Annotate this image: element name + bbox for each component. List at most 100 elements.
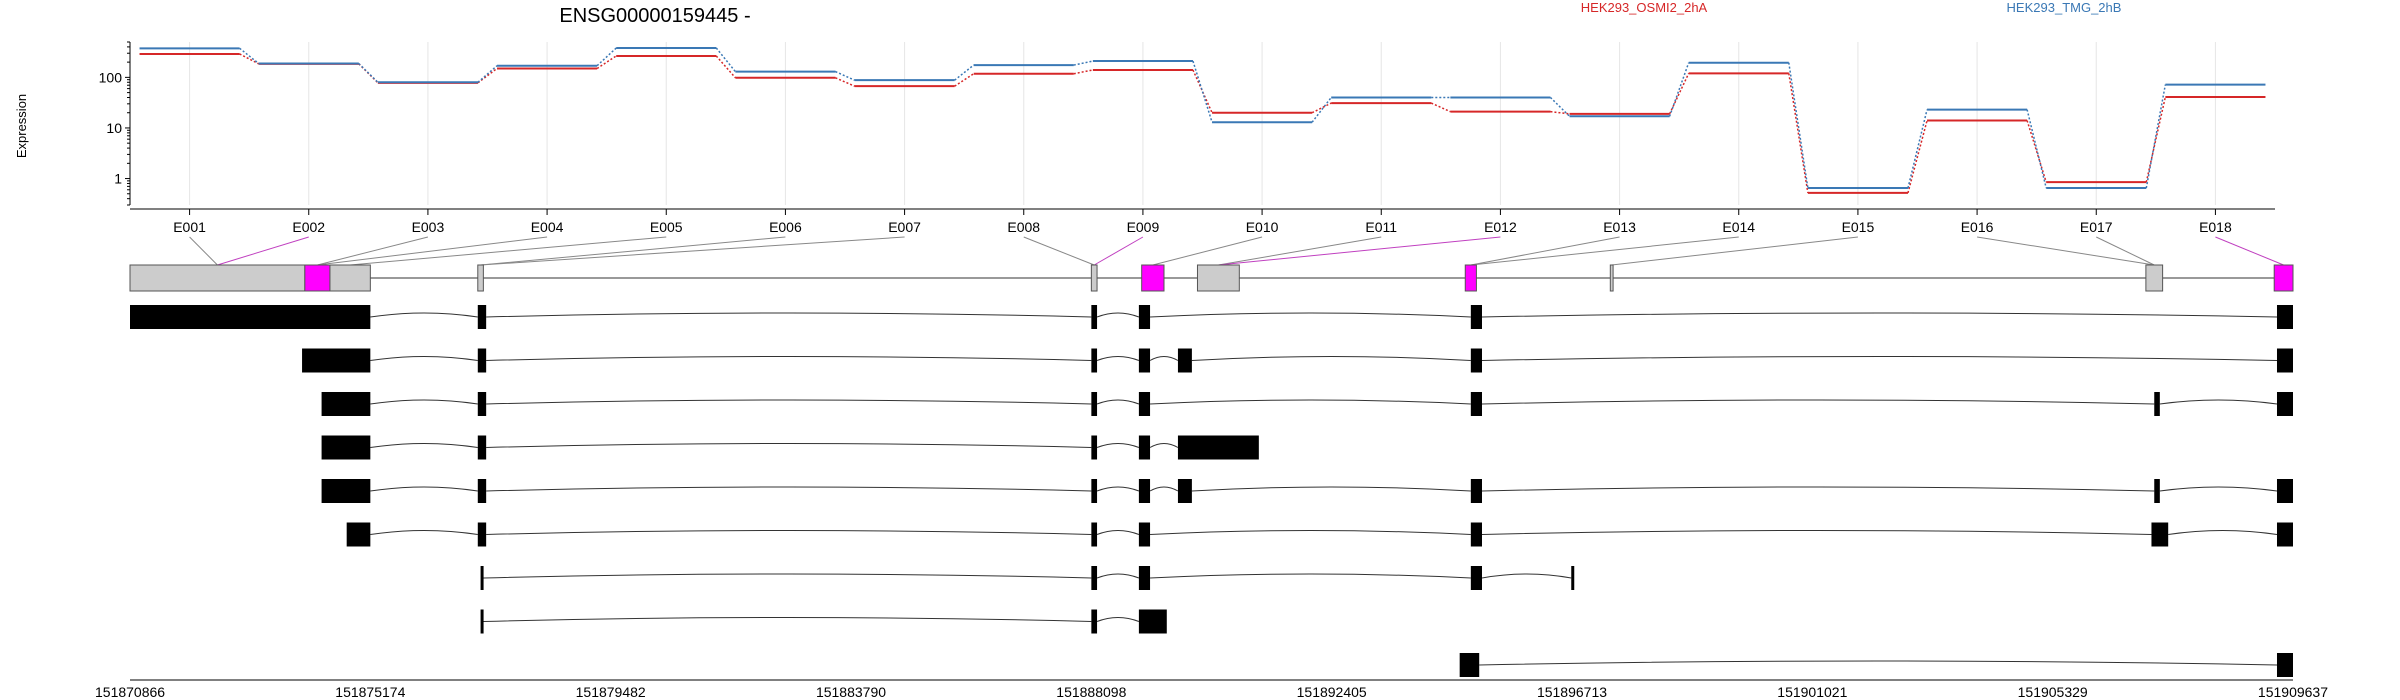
transcript-exon <box>321 392 371 416</box>
transcript-exon <box>130 305 371 329</box>
exon-label: E015 <box>1842 219 1875 235</box>
coordinate-tick-label: 151875174 <box>335 684 405 700</box>
transcript-exon <box>477 479 487 503</box>
exon-connector <box>317 236 548 266</box>
transcript-exon <box>2154 479 2160 503</box>
series-transition <box>1192 60 1213 123</box>
transcript-exon <box>1138 305 1151 329</box>
exon-label: E001 <box>173 219 206 235</box>
transcript-exon <box>477 435 487 460</box>
transcript-exon <box>477 392 487 416</box>
gene-exon <box>304 264 331 292</box>
transcript-intron <box>486 486 1092 492</box>
exon-connector <box>350 236 667 266</box>
y-tick-label: 100 <box>99 69 123 85</box>
exon-connectors <box>189 236 2284 266</box>
series-transition <box>715 47 736 73</box>
series-transition <box>835 70 855 81</box>
exon-axis: E001 E002 E003 E004 E005 E006 E007 E008 E009 E010… <box>130 208 2275 235</box>
series-transition <box>2145 84 2167 189</box>
series-transition <box>239 53 260 65</box>
transcript-exon <box>321 479 371 503</box>
exon-connector <box>1611 236 1858 266</box>
legend-entry-tmg: HEK293_TMG_2hB <box>2007 0 2122 15</box>
transcript-exon <box>480 609 484 634</box>
exon-label: E013 <box>1603 219 1636 235</box>
series-transition <box>954 73 975 87</box>
transcript-exon <box>2276 653 2293 677</box>
y-axis: 1 10 100 <box>99 41 131 206</box>
expression-series <box>139 47 2266 194</box>
genomic-coordinate-axis: 151870866 151875174 151879482 151883790 1518… <box>95 679 2328 700</box>
transcript-exon <box>1091 522 1098 547</box>
transcript-1 <box>130 305 2293 329</box>
series-transition <box>477 67 498 84</box>
series-transition <box>1788 73 1809 194</box>
coordinate-tick-label: 151879482 <box>576 684 646 700</box>
transcript-exon <box>1138 435 1151 460</box>
transcript-intron <box>2159 486 2278 492</box>
transcript-exon <box>1091 348 1098 373</box>
transcript-exon <box>1091 435 1098 460</box>
exon-connector <box>2096 236 2155 266</box>
transcript-exon <box>1470 522 1482 547</box>
gene-exon <box>329 264 371 292</box>
series-transition <box>477 65 498 83</box>
gene-exon <box>1464 264 1477 292</box>
exon-label: E008 <box>1007 219 1040 235</box>
transcript-exon <box>2276 479 2293 503</box>
transcript-intron <box>1096 530 1140 535</box>
transcript-intron <box>486 356 1092 361</box>
transcript-intron <box>1150 312 1471 318</box>
exon-label: E003 <box>412 219 445 235</box>
transcript-exon <box>1138 522 1151 547</box>
series-transition <box>2145 96 2167 183</box>
gene-exon <box>2145 264 2164 292</box>
transcript-intron <box>370 399 478 405</box>
transcript-intron <box>1149 486 1179 492</box>
transcript-exon <box>2276 392 2293 416</box>
gene-exon <box>1090 264 1098 292</box>
coordinate-tick-label: 151909637 <box>2258 684 2328 700</box>
y-tick-label: 1 <box>114 171 122 187</box>
exon-connector <box>2215 236 2284 266</box>
series-transition <box>1668 73 1690 115</box>
transcript-3 <box>321 392 2293 416</box>
transcript-intron <box>370 356 478 361</box>
exon-connector <box>1470 236 1739 266</box>
exon-label: E004 <box>531 219 564 235</box>
series-transition <box>1192 69 1213 114</box>
transcript-intron <box>370 530 478 535</box>
exon-label: E010 <box>1246 219 1279 235</box>
exon-label: E009 <box>1127 219 1160 235</box>
transcript-intron <box>1150 399 1471 405</box>
transcript-exon <box>321 435 371 460</box>
exon-connector <box>480 236 786 266</box>
transcript-exon <box>1470 566 1482 590</box>
coordinate-tick-label: 151896713 <box>1537 684 1607 700</box>
transcript-8 <box>480 609 1167 634</box>
coordinate-tick-label: 151883790 <box>816 684 886 700</box>
series-transition <box>2026 120 2047 183</box>
transcript-exon <box>2276 305 2293 329</box>
transcript-exon <box>2151 522 2169 547</box>
exon-connector <box>317 236 429 266</box>
series-1 <box>139 52 2266 194</box>
exon-connector <box>1470 236 1620 266</box>
exon-label: E016 <box>1961 219 1994 235</box>
transcript-intron <box>370 486 478 492</box>
transcript-intron <box>1481 530 2152 535</box>
series-transition <box>1907 120 1928 194</box>
series-transition <box>1549 96 1571 117</box>
transcript-intron <box>1191 356 1471 361</box>
transcript-intron <box>1096 312 1140 318</box>
legend-entry-osmi2: HEK293_OSMI2_2hA <box>1581 0 1708 15</box>
transcript-intron <box>1481 573 1572 579</box>
series-2 <box>139 47 2266 190</box>
exon-connector <box>480 236 905 266</box>
transcript-exon <box>477 305 487 329</box>
series-transition <box>1311 97 1332 123</box>
transcript-exon <box>1571 566 1575 590</box>
transcript-7 <box>480 566 1575 590</box>
gene-exon <box>129 264 306 292</box>
